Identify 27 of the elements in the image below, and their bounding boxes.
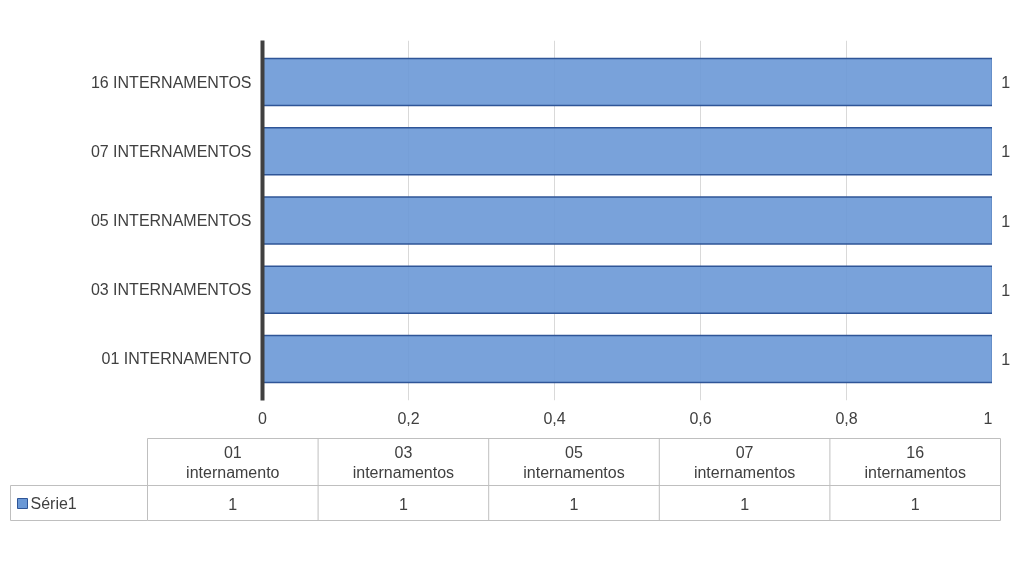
x-tick-label: 0,8 [835, 409, 858, 427]
data-label: 1 [1001, 74, 1011, 92]
data-label: 1 [1001, 281, 1011, 299]
x-tick-label: 0,4 [543, 409, 566, 427]
y-tick-label: 16 INTERNAMENTOS [90, 73, 252, 91]
text: 05 internamentos [523, 443, 625, 482]
text: 1 [398, 495, 408, 513]
x-tick-label: 0,6 [689, 409, 712, 427]
data-label: 1 [1001, 350, 1011, 368]
text: 1 [740, 495, 750, 513]
text: 01 internamento [186, 443, 280, 482]
x-tick-label: 1 [983, 409, 993, 427]
text: 1 [569, 495, 579, 513]
text: 03 internamentos [352, 443, 455, 482]
x-tick-label: 0,2 [397, 409, 420, 427]
text: 1 [910, 495, 920, 513]
y-tick-label: 05 INTERNAMENTOS [90, 212, 252, 229]
text: 16 internamentos [864, 443, 966, 482]
text: 1 [228, 495, 238, 513]
y-tick-label: 07 INTERNAMENTOS [90, 142, 252, 160]
x-tick-label: 0 [258, 409, 268, 427]
y-tick-label: 03 INTERNAMENTOS [90, 281, 252, 299]
data-label: 1 [1001, 143, 1011, 161]
data-label: 1 [1001, 212, 1011, 230]
text: 07 internamentos [693, 443, 796, 482]
y-tick-label: 01 INTERNAMENTO [101, 350, 252, 368]
legend-label: Série1 [30, 495, 77, 512]
